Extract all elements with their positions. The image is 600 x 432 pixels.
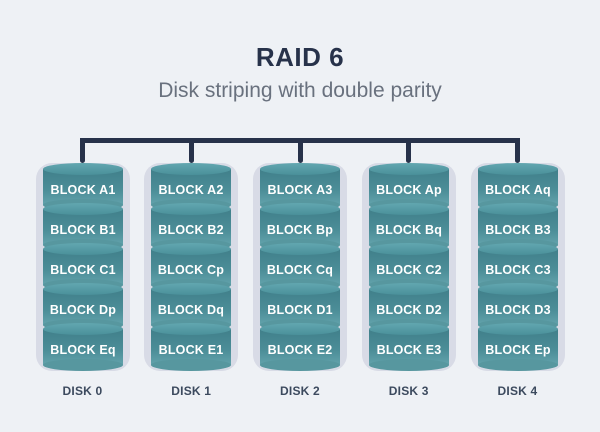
svg-text:BLOCK E1: BLOCK E1 (159, 343, 224, 357)
svg-text:BLOCK C2: BLOCK C2 (376, 263, 442, 277)
svg-text:BLOCK Bp: BLOCK Bp (267, 223, 333, 237)
svg-text:BLOCK Aq: BLOCK Aq (485, 183, 551, 197)
svg-text:BLOCK D3: BLOCK D3 (485, 303, 551, 317)
svg-text:BLOCK Bq: BLOCK Bq (376, 223, 442, 237)
svg-text:BLOCK A2: BLOCK A2 (159, 183, 224, 197)
svg-text:BLOCK C1: BLOCK C1 (50, 263, 116, 277)
svg-text:BLOCK C3: BLOCK C3 (485, 263, 551, 277)
svg-text:BLOCK B2: BLOCK B2 (159, 223, 225, 237)
svg-text:BLOCK Dp: BLOCK Dp (49, 303, 115, 317)
svg-text:BLOCK B1: BLOCK B1 (50, 223, 116, 237)
svg-text:BLOCK D1: BLOCK D1 (267, 303, 333, 317)
svg-text:BLOCK Ap: BLOCK Ap (376, 183, 442, 197)
svg-text:BLOCK Ep: BLOCK Ep (485, 343, 551, 357)
svg-text:BLOCK Cp: BLOCK Cp (158, 263, 224, 277)
svg-text:BLOCK B3: BLOCK B3 (485, 223, 551, 237)
svg-text:BLOCK E3: BLOCK E3 (376, 343, 441, 357)
svg-text:BLOCK Eq: BLOCK Eq (50, 343, 116, 357)
svg-text:BLOCK D2: BLOCK D2 (376, 303, 442, 317)
svg-text:BLOCK E2: BLOCK E2 (268, 343, 333, 357)
svg-text:BLOCK A1: BLOCK A1 (50, 183, 115, 197)
svg-text:BLOCK A3: BLOCK A3 (267, 183, 332, 197)
svg-text:BLOCK Dq: BLOCK Dq (158, 303, 224, 317)
svg-text:BLOCK Cq: BLOCK Cq (267, 263, 333, 277)
